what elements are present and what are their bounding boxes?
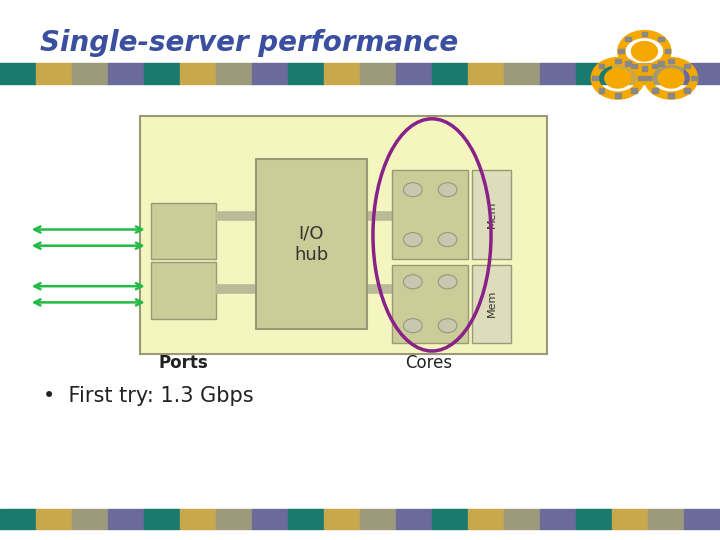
Circle shape	[438, 319, 457, 333]
Bar	[615, 59, 621, 63]
Text: I/O
hub: I/O hub	[294, 225, 328, 264]
Bar	[252, 509, 288, 529]
Bar	[472, 170, 511, 259]
Circle shape	[438, 275, 457, 289]
Bar	[72, 63, 108, 84]
Bar	[642, 66, 647, 71]
Bar	[631, 89, 637, 93]
Bar	[625, 62, 631, 66]
Bar	[432, 509, 468, 529]
Bar	[392, 265, 468, 343]
Bar	[612, 509, 648, 529]
Bar	[472, 265, 511, 343]
Bar	[180, 509, 216, 529]
Bar	[684, 63, 720, 84]
Bar	[648, 509, 684, 529]
Bar	[691, 76, 697, 80]
Bar	[392, 170, 468, 259]
Bar	[685, 64, 690, 68]
Text: Ports: Ports	[158, 354, 209, 372]
Text: •  First try: 1.3 Gbps: • First try: 1.3 Gbps	[43, 386, 254, 406]
Circle shape	[403, 183, 422, 197]
Bar	[180, 63, 216, 84]
Circle shape	[403, 319, 422, 333]
Bar	[598, 64, 604, 68]
Bar	[36, 63, 72, 84]
Bar	[288, 509, 324, 529]
Bar	[144, 509, 180, 529]
Bar	[0, 509, 36, 529]
Bar	[668, 93, 674, 98]
Circle shape	[438, 233, 457, 247]
Bar	[360, 509, 396, 529]
Circle shape	[403, 275, 422, 289]
Circle shape	[403, 233, 422, 247]
Bar	[652, 64, 657, 68]
Bar	[432, 63, 468, 84]
Bar	[642, 32, 647, 36]
Text: Cores: Cores	[405, 354, 452, 372]
Bar	[468, 63, 504, 84]
Bar	[256, 159, 367, 329]
Circle shape	[631, 42, 657, 61]
Bar	[360, 63, 396, 84]
Bar	[618, 49, 624, 53]
Bar	[592, 76, 598, 80]
Bar	[72, 509, 108, 529]
Bar	[685, 89, 690, 93]
Bar	[638, 76, 644, 80]
Text: Single-server performance: Single-server performance	[40, 29, 458, 57]
Bar	[684, 509, 720, 529]
Bar	[504, 509, 540, 529]
Bar	[252, 63, 288, 84]
Bar	[396, 509, 432, 529]
Bar	[631, 64, 637, 68]
Bar	[324, 509, 360, 529]
Bar	[625, 37, 631, 41]
Bar	[36, 509, 72, 529]
Bar	[0, 63, 36, 84]
Bar	[504, 63, 540, 84]
Bar	[151, 262, 216, 319]
Bar	[324, 63, 360, 84]
Bar	[658, 62, 664, 66]
Bar	[216, 63, 252, 84]
Bar	[151, 202, 216, 259]
Bar	[288, 63, 324, 84]
Bar	[576, 509, 612, 529]
Circle shape	[438, 183, 457, 197]
Bar	[540, 509, 576, 529]
Bar	[140, 116, 547, 354]
Bar	[645, 76, 651, 80]
Bar	[108, 509, 144, 529]
Bar	[598, 89, 604, 93]
Bar	[144, 63, 180, 84]
Bar	[540, 63, 576, 84]
Bar	[652, 89, 657, 93]
Text: Mem: Mem	[487, 201, 496, 228]
Bar	[658, 37, 664, 41]
Bar	[108, 63, 144, 84]
Text: 56: 56	[688, 516, 702, 526]
Bar	[648, 63, 684, 84]
Bar	[396, 63, 432, 84]
Bar	[576, 63, 612, 84]
Bar	[665, 49, 670, 53]
Circle shape	[605, 69, 631, 88]
Bar	[216, 509, 252, 529]
Bar	[615, 93, 621, 98]
Bar	[668, 59, 674, 63]
Circle shape	[658, 69, 684, 88]
Bar	[468, 509, 504, 529]
Bar	[612, 63, 648, 84]
Text: Mem: Mem	[487, 290, 496, 318]
